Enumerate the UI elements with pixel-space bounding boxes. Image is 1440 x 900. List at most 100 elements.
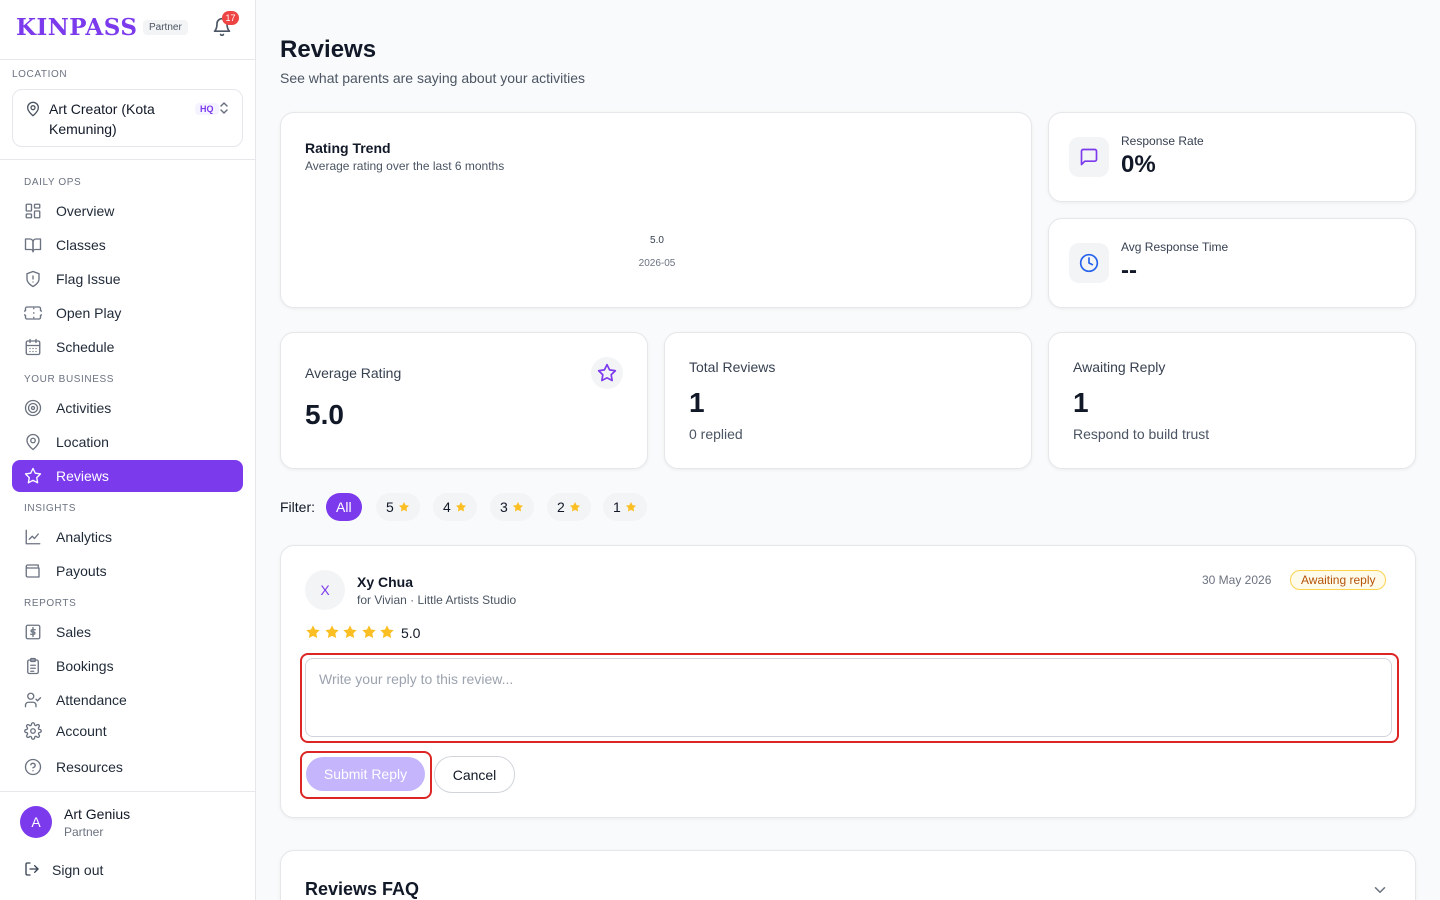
star-icon-badge [591, 357, 623, 389]
user-check-icon [24, 692, 42, 708]
divider [0, 791, 255, 792]
gear-icon [24, 722, 42, 740]
shield-alert-icon [26, 270, 40, 288]
chevron-down-icon[interactable] [1371, 881, 1389, 899]
sidebar-item-attendance[interactable]: Attendance [12, 684, 243, 716]
star-icon [398, 502, 409, 512]
notification-badge: 17 [222, 11, 239, 25]
filter-chip-all[interactable]: All [326, 493, 362, 521]
book-open-icon [24, 238, 42, 253]
user-name: Art Genius [64, 806, 131, 822]
filter-chip-3-star[interactable]: 3 [490, 493, 534, 521]
sidebar-item-open-play[interactable]: Open Play [12, 297, 243, 329]
sign-out-button[interactable]: Sign out [24, 859, 224, 881]
divider [0, 159, 255, 160]
filter-chip-2-star[interactable]: 2 [547, 493, 591, 521]
average-rating-card: Average Rating 5.0 [280, 332, 648, 469]
sidebar-item-location[interactable]: Location [12, 426, 243, 458]
help-circle-icon [24, 758, 42, 776]
sidebar-item-flag-issue[interactable]: Flag Issue [12, 263, 243, 295]
total-reviews-card: Total Reviews 1 0 replied [664, 332, 1032, 469]
review-target: for Vivian · Little Artists Studio [357, 593, 517, 607]
wallet-icon [25, 564, 40, 578]
location-section-label: LOCATION [12, 69, 68, 80]
chip-label: 1 [613, 499, 621, 515]
response-rate-label: Response Rate [1121, 134, 1204, 148]
star-icon [380, 625, 394, 639]
star-icon [324, 625, 339, 639]
avg-response-time-card: Avg Response Time -- [1048, 218, 1416, 308]
sidebar-item-classes[interactable]: Classes [12, 229, 243, 261]
sidebar-item-label: Attendance [56, 692, 127, 708]
insights-label: INSIGHTS [24, 503, 77, 514]
star-icon [625, 502, 636, 512]
map-pin-icon [26, 433, 40, 451]
sidebar-item-overview[interactable]: Overview [12, 195, 243, 227]
awaiting-reply-sub: Respond to build trust [1073, 426, 1210, 442]
average-rating-value: 5.0 [305, 399, 344, 430]
sidebar-item-sales[interactable]: Sales [12, 616, 243, 648]
total-reviews-sub: 0 replied [689, 426, 743, 442]
location-selector[interactable]: Art Creator (Kota Kemuning) HQ [12, 89, 243, 147]
avg-response-time-value: -- [1121, 257, 1137, 284]
star-icon [24, 467, 42, 484]
clipboard-list-icon [27, 657, 39, 675]
bell-icon[interactable] [212, 16, 232, 38]
layout-grid-icon [25, 203, 41, 219]
rating-trend-title: Rating Trend [305, 140, 391, 156]
log-out-icon [25, 862, 39, 876]
star-icon [306, 625, 320, 639]
sidebar-item-label: Payouts [56, 563, 107, 579]
sidebar-item-label: Flag Issue [56, 271, 121, 287]
reviewer-avatar: X [305, 570, 345, 610]
sidebar-item-payouts[interactable]: Payouts [12, 555, 243, 587]
sidebar-item-label: Location [56, 434, 109, 450]
sidebar-item-label: Open Play [56, 305, 122, 321]
data-label: 5.0 [650, 235, 664, 246]
stat-icon-box [1069, 243, 1109, 283]
reviews-faq-card[interactable]: Reviews FAQ [280, 850, 1416, 900]
sidebar-item-bookings[interactable]: Bookings [12, 650, 243, 682]
chip-label: 3 [500, 499, 508, 515]
line-chart-icon [25, 529, 41, 545]
ticket-icon [24, 306, 42, 320]
filter-chip-4-star[interactable]: 4 [433, 493, 477, 521]
sidebar: KINPASS Partner 17 LOCATION Art Creator … [0, 0, 256, 900]
star-icon [569, 502, 580, 512]
target-icon [24, 399, 42, 417]
filter-chip-5-star[interactable]: 5 [376, 493, 420, 521]
reply-textarea[interactable] [305, 658, 1392, 737]
map-pin-icon [27, 101, 39, 117]
daily-ops-label: DAILY OPS [24, 177, 82, 188]
sidebar-item-label: Analytics [56, 529, 113, 545]
sidebar-item-label: Classes [56, 237, 106, 253]
cancel-button[interactable]: Cancel [434, 756, 515, 793]
review-date: 30 May 2026 [1202, 573, 1272, 587]
sidebar-item-account[interactable]: Account [12, 715, 243, 747]
sidebar-item-analytics[interactable]: Analytics [12, 521, 243, 553]
sidebar-item-resources[interactable]: Resources [12, 751, 243, 783]
kinpass-logo[interactable]: KINPASS [16, 14, 138, 41]
sidebar-item-schedule[interactable]: Schedule [12, 331, 243, 363]
user-role: Partner [64, 825, 104, 839]
star-icon [597, 363, 617, 382]
status-badge: Awaiting reply [1290, 570, 1387, 590]
sign-out-label: Sign out [52, 862, 104, 878]
stat-icon-box [1069, 137, 1109, 177]
calendar-icon [25, 338, 41, 356]
star-icon [455, 502, 466, 512]
star-icon [361, 625, 376, 639]
submit-reply-button[interactable]: Submit Reply [306, 757, 425, 791]
total-reviews-value: 1 [689, 387, 705, 418]
star-icon [343, 625, 357, 639]
sidebar-item-label: Activities [56, 400, 112, 416]
sidebar-item-reviews[interactable]: Reviews [12, 460, 243, 492]
sidebar-item-activities[interactable]: Activities [12, 392, 243, 424]
location-name: Art Creator (Kota Kemuning) [49, 101, 155, 137]
awaiting-reply-card: Awaiting Reply 1 Respond to build trust [1048, 332, 1416, 469]
star-icon [512, 502, 523, 512]
faq-title: Reviews FAQ [305, 879, 420, 899]
chip-label: 5 [386, 499, 394, 515]
user-profile[interactable]: A Art Genius Partner [20, 806, 240, 842]
filter-chip-1-star[interactable]: 1 [603, 493, 647, 521]
